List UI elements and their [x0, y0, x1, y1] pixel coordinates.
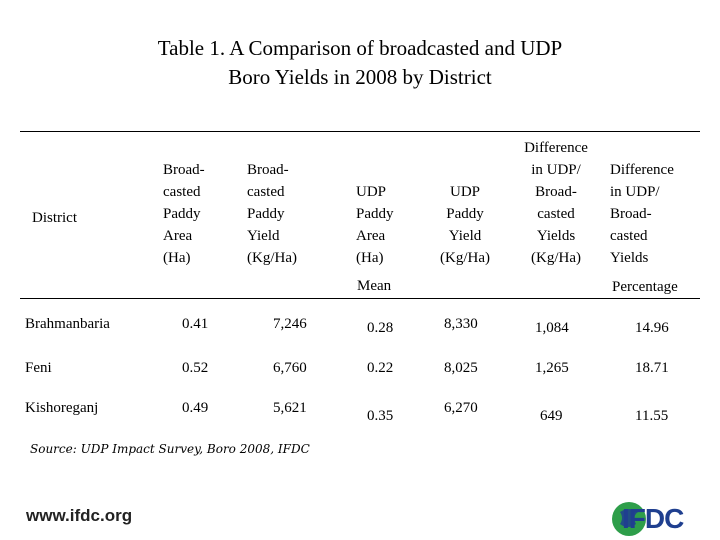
cell-pct: 18.71 [635, 360, 669, 376]
cell-bc-area: 0.52 [182, 360, 209, 376]
header-udp-area: UDP Paddy Area (Ha) [356, 184, 394, 266]
cell-bc-yield: 7,246 [273, 316, 307, 332]
subheader-percentage: Percentage [612, 279, 678, 295]
cell-diff: 649 [540, 408, 563, 424]
title-line-2: Boro Yields in 2008 by District [228, 65, 492, 89]
source-note: Source: UDP Impact Survey, Boro 2008, IF… [30, 442, 310, 456]
cell-udp-yield: 8,330 [444, 316, 478, 332]
cell-bc-yield: 5,621 [273, 400, 307, 416]
cell-bc-yield: 6,760 [273, 360, 307, 376]
cell-udp-area: 0.35 [367, 408, 394, 424]
cell-diff: 1,084 [535, 320, 569, 336]
cell-district: Feni [25, 360, 52, 376]
cell-bc-area: 0.41 [182, 316, 209, 332]
cell-bc-area: 0.49 [182, 400, 209, 416]
header-difference-kg: Difference in UDP/ Broad- casted Yields … [524, 140, 588, 266]
header-broadcasted-yield: Broad- casted Paddy Yield (Kg/Ha) [247, 162, 297, 266]
cell-pct: 11.55 [635, 408, 669, 424]
header-udp-yield: UDP Paddy Yield (Kg/Ha) [440, 184, 490, 266]
title-line-1: Table 1. A Comparison of broadcasted and… [157, 36, 563, 60]
ifdc-logo-text: IFDC [622, 503, 684, 534]
table-top-rule [20, 131, 700, 132]
cell-district: Kishoreganj [25, 400, 99, 416]
header-difference-percent: Difference in UDP/ Broad- casted Yields [610, 162, 674, 266]
subheader-mean: Mean [357, 278, 392, 294]
cell-udp-area: 0.22 [367, 360, 394, 376]
header-district: District [32, 210, 77, 226]
cell-udp-yield: 6,270 [444, 400, 478, 416]
cell-udp-area: 0.28 [367, 320, 394, 336]
table-title: Table 1. A Comparison of broadcasted and… [0, 34, 720, 92]
ifdc-logo-icon [612, 502, 646, 536]
cell-udp-yield: 8,025 [444, 360, 478, 376]
cell-district: Brahmanbaria [25, 316, 110, 332]
header-bottom-rule [20, 298, 700, 299]
footer-url: www.ifdc.org [26, 506, 133, 525]
cell-pct: 14.96 [635, 320, 669, 336]
cell-diff: 1,265 [535, 360, 569, 376]
header-broadcasted-area: Broad- casted Paddy Area (Ha) [163, 162, 205, 266]
